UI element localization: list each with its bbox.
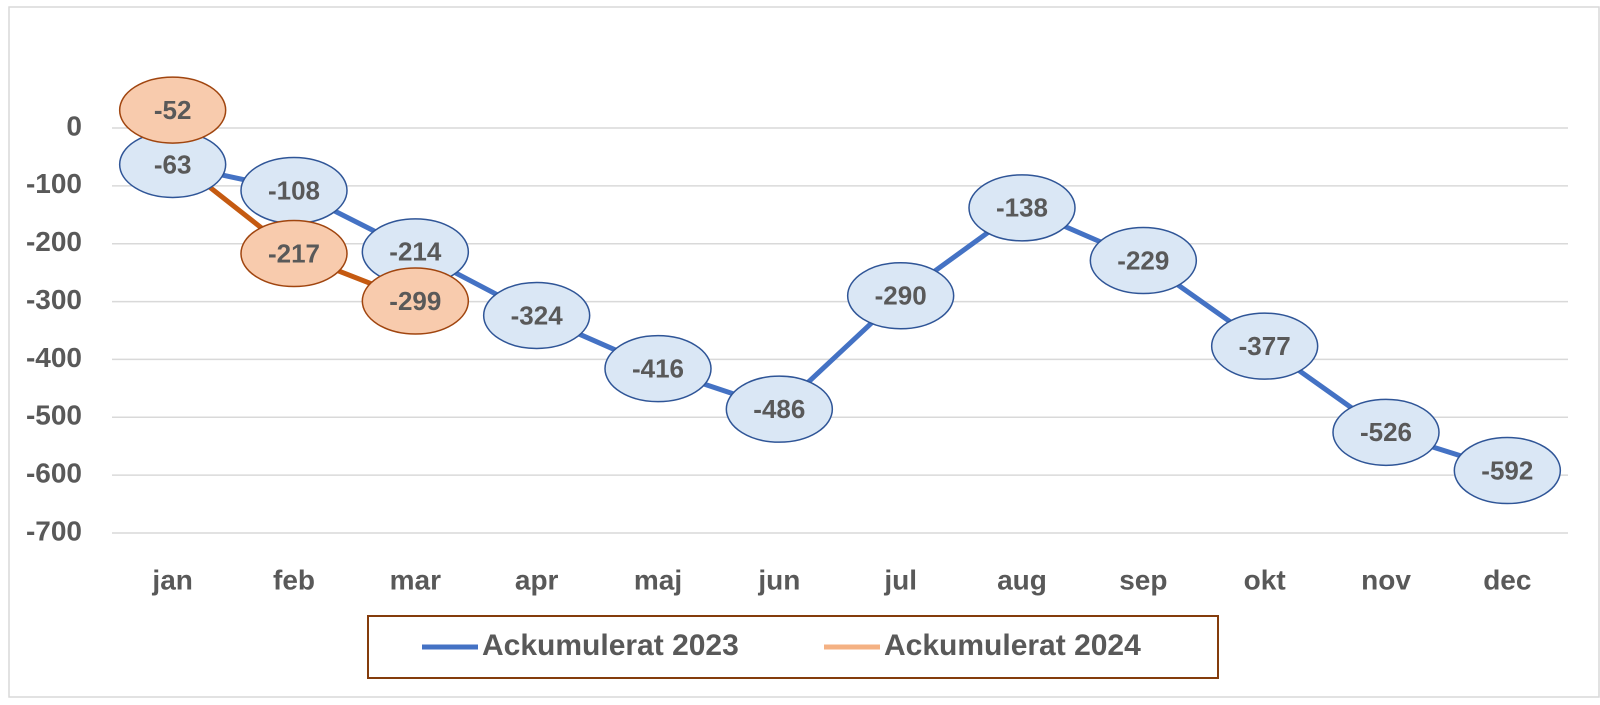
data-label: -63 (154, 149, 192, 179)
data-label: -229 (1117, 245, 1169, 275)
data-label: -108 (268, 175, 320, 205)
legend-label: Ackumulerat 2024 (884, 629, 1141, 662)
legend-box (367, 615, 1219, 679)
data-label: -138 (996, 193, 1048, 223)
x-tick-label: jan (151, 564, 192, 595)
data-label-bubble (240, 219, 348, 288)
x-tick-label: jul (883, 564, 917, 595)
legend-label: Ackumulerat 2023 (482, 629, 739, 662)
x-tick-label: sep (1119, 564, 1167, 595)
data-label-bubble (1332, 398, 1440, 467)
data-label-bubble (1453, 436, 1562, 505)
data-label: -592 (1481, 455, 1533, 485)
data-label: -526 (1360, 417, 1412, 447)
data-label-bubble (846, 262, 955, 330)
data-label: -377 (1239, 331, 1291, 361)
y-tick-label: -500 (26, 400, 82, 431)
data-label-bubble (1210, 312, 1319, 380)
data-label: -324 (511, 300, 564, 330)
y-tick-label: -600 (26, 458, 82, 489)
y-tick-label: -100 (26, 168, 82, 199)
x-tick-label: nov (1361, 564, 1411, 595)
data-label-bubble (725, 375, 834, 443)
chart-frame (8, 6, 1600, 698)
data-label: -416 (632, 354, 684, 384)
x-tick-label: mar (390, 564, 441, 595)
x-tick-label: okt (1244, 564, 1286, 595)
data-label: -52 (154, 95, 192, 125)
data-label: -299 (389, 286, 441, 316)
x-tick-label: aug (997, 564, 1047, 595)
data-label-bubble (604, 334, 712, 403)
x-tick-label: jun (757, 564, 800, 595)
x-tick-label: feb (273, 564, 315, 595)
y-tick-label: 0 (66, 110, 82, 141)
y-tick-label: -300 (26, 284, 82, 315)
data-label-bubble (118, 76, 227, 144)
data-label: -217 (268, 238, 320, 268)
y-tick-label: -700 (26, 515, 82, 546)
x-tick-label: dec (1483, 564, 1531, 595)
data-label: -214 (389, 237, 442, 267)
data-label: -290 (875, 281, 927, 311)
y-tick-label: -200 (26, 226, 82, 257)
data-label-bubble (361, 267, 470, 335)
data-label-bubble (1089, 226, 1198, 295)
data-label-bubble (482, 281, 591, 350)
x-tick-label: apr (515, 564, 559, 595)
data-label: -486 (753, 394, 805, 424)
data-label-bubble (968, 174, 1076, 242)
x-tick-label: maj (634, 564, 682, 595)
y-tick-label: -400 (26, 342, 82, 373)
